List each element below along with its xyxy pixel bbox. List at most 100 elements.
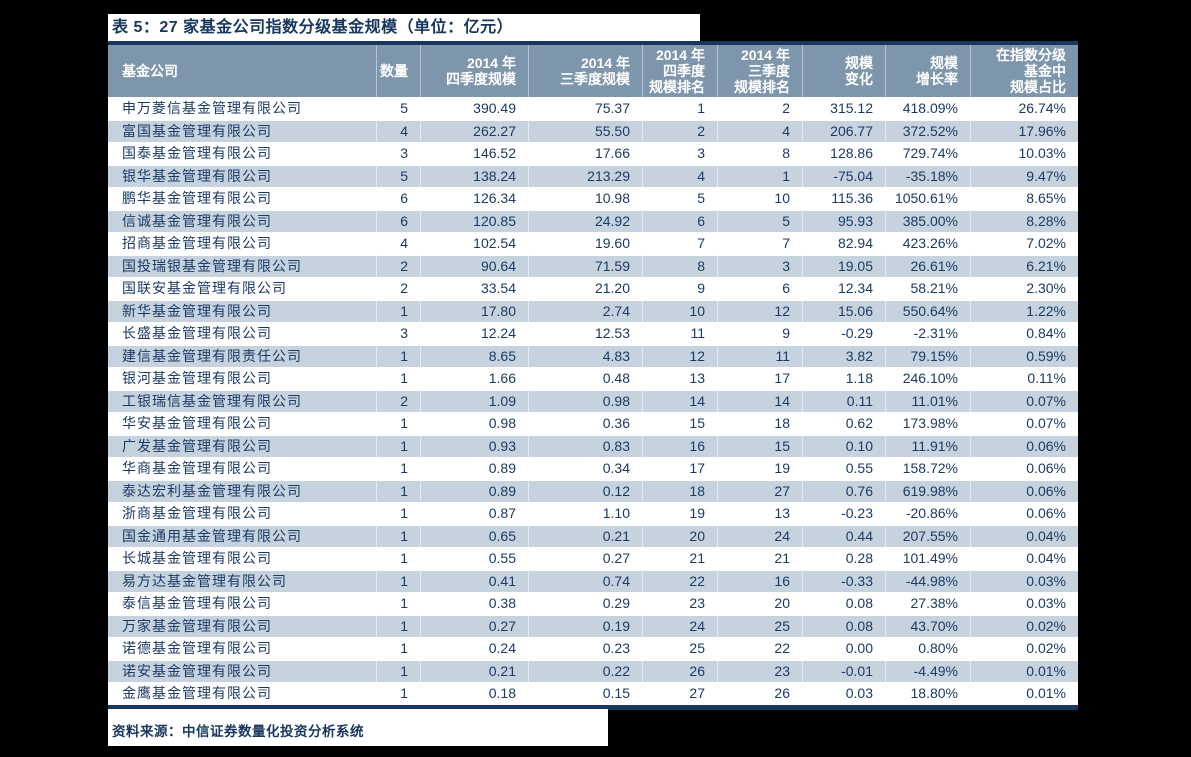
table-row: 华安基金管理有限公司 1 0.98 0.36 15 18 0.62 173.98% 0.07% [108, 412, 1078, 435]
table-row: 国联安基金管理有限公司 2 33.54 21.20 9 6 12.34 58.21% 2.30% [108, 277, 1078, 300]
q4-2014-scale-cell: 0.93 [420, 434, 528, 457]
q3-2014-rank-cell: 21 [717, 547, 802, 570]
scale-growth-cell: 550.64% [885, 299, 970, 322]
table-row: 新华基金管理有限公司 1 17.80 2.74 10 12 15.06 550.64% 1.22… [108, 299, 1078, 322]
index-share-cell: 0.04% [970, 524, 1078, 547]
table-row: 富国基金管理有限公司 4 262.27 55.50 2 4 206.77 372.52% 17.… [108, 119, 1078, 142]
scale-change-cell: 3.82 [802, 344, 885, 367]
scale-change-cell: 82.94 [802, 232, 885, 255]
scale-change-cell: 115.36 [802, 187, 885, 210]
q3-2014-scale-cell: 0.21 [528, 524, 642, 547]
fund-company-cell: 富国基金管理有限公司 [108, 119, 376, 142]
scale-change-cell: 12.34 [802, 277, 885, 300]
q3-2014-scale-cell: 0.12 [528, 479, 642, 502]
q3-2014-scale-cell: 0.34 [528, 457, 642, 480]
q4-2014-scale-cell: 0.21 [420, 659, 528, 682]
fund-count-cell: 1 [376, 569, 420, 592]
q3-2014-scale-cell: 1.10 [528, 502, 642, 525]
q4-2014-rank-cell: 9 [642, 277, 717, 300]
col-header-fund-count: 数量 [376, 45, 420, 97]
fund-company-cell: 泰达宏利基金管理有限公司 [108, 479, 376, 502]
scale-change-cell: 0.55 [802, 457, 885, 480]
q3-2014-rank-cell: 19 [717, 457, 802, 480]
scale-growth-cell: 11.91% [885, 434, 970, 457]
table-row: 银华基金管理有限公司 5 138.24 213.29 4 1 -75.04 -35.18% 9.… [108, 164, 1078, 187]
q3-2014-scale-cell: 0.23 [528, 637, 642, 660]
q3-2014-rank-cell: 12 [717, 299, 802, 322]
q4-2014-rank-cell: 24 [642, 614, 717, 637]
fund-count-cell: 1 [376, 457, 420, 480]
table-header: 基金公司 数量 2014 年 四季度规模 2014 年 三季度规模 2014 年… [108, 45, 1078, 97]
q4-2014-rank-cell: 16 [642, 434, 717, 457]
fund-count-cell: 6 [376, 209, 420, 232]
index-share-cell: 0.06% [970, 502, 1078, 525]
q4-2014-scale-cell: 0.89 [420, 479, 528, 502]
q3-2014-rank-cell: 15 [717, 434, 802, 457]
table-row: 泰信基金管理有限公司 1 0.38 0.29 23 20 0.08 27.38% 0.03% [108, 592, 1078, 615]
scale-change-cell: 0.28 [802, 547, 885, 570]
fund-count-cell: 1 [376, 659, 420, 682]
table-body: 申万菱信基金管理有限公司 5 390.49 75.37 1 2 315.12 418.09% 2… [108, 97, 1078, 705]
fund-count-cell: 4 [376, 232, 420, 255]
fund-count-cell: 2 [376, 389, 420, 412]
table-row: 金鹰基金管理有限公司 1 0.18 0.15 27 26 0.03 18.80% 0.01% [108, 682, 1078, 705]
q4-2014-rank-cell: 11 [642, 322, 717, 345]
q3-2014-rank-cell: 17 [717, 367, 802, 390]
scale-growth-cell: -2.31% [885, 322, 970, 345]
fund-company-cell: 国投瑞银基金管理有限公司 [108, 254, 376, 277]
q4-2014-scale-cell: 262.27 [420, 119, 528, 142]
table-row: 万家基金管理有限公司 1 0.27 0.19 24 25 0.08 43.70% 0.02% [108, 614, 1078, 637]
scale-growth-cell: 173.98% [885, 412, 970, 435]
index-share-cell: 0.11% [970, 367, 1078, 390]
index-share-cell: 0.07% [970, 412, 1078, 435]
index-share-cell: 0.02% [970, 637, 1078, 660]
scale-growth-cell: 1050.61% [885, 187, 970, 210]
q3-2014-rank-cell: 1 [717, 164, 802, 187]
table-row: 浙商基金管理有限公司 1 0.87 1.10 19 13 -0.23 -20.86% 0.06% [108, 502, 1078, 525]
q4-2014-rank-cell: 17 [642, 457, 717, 480]
col-header-index-share: 在指数分级 基金中 规模占比 [970, 45, 1078, 97]
q3-2014-rank-cell: 3 [717, 254, 802, 277]
index-share-cell: 0.06% [970, 479, 1078, 502]
q4-2014-rank-cell: 7 [642, 232, 717, 255]
q3-2014-rank-cell: 11 [717, 344, 802, 367]
fund-count-cell: 5 [376, 164, 420, 187]
q3-2014-scale-cell: 10.98 [528, 187, 642, 210]
q3-2014-rank-cell: 20 [717, 592, 802, 615]
q3-2014-rank-cell: 22 [717, 637, 802, 660]
q3-2014-rank-cell: 14 [717, 389, 802, 412]
q4-2014-rank-cell: 20 [642, 524, 717, 547]
q3-2014-scale-cell: 213.29 [528, 164, 642, 187]
fund-company-cell: 国金通用基金管理有限公司 [108, 524, 376, 547]
q4-2014-scale-cell: 0.87 [420, 502, 528, 525]
fund-company-cell: 国联安基金管理有限公司 [108, 277, 376, 300]
scale-growth-cell: 372.52% [885, 119, 970, 142]
table-row: 招商基金管理有限公司 4 102.54 19.60 7 7 82.94 423.26% 7.02… [108, 232, 1078, 255]
q4-2014-scale-cell: 120.85 [420, 209, 528, 232]
fund-company-cell: 建信基金管理有限责任公司 [108, 344, 376, 367]
q3-2014-scale-cell: 71.59 [528, 254, 642, 277]
col-header-fund-company: 基金公司 [108, 45, 376, 97]
index-share-cell: 6.21% [970, 254, 1078, 277]
q4-2014-rank-cell: 2 [642, 119, 717, 142]
fund-company-cell: 工银瑞信基金管理有限公司 [108, 389, 376, 412]
q3-2014-scale-cell: 2.74 [528, 299, 642, 322]
fund-count-cell: 1 [376, 524, 420, 547]
source-note: 资料来源：中信证券数量化投资分析系统 [112, 724, 364, 739]
q3-2014-scale-cell: 0.15 [528, 682, 642, 705]
fund-company-cell: 信诚基金管理有限公司 [108, 209, 376, 232]
scale-growth-cell: 58.21% [885, 277, 970, 300]
index-share-cell: 0.01% [970, 659, 1078, 682]
index-share-cell: 0.03% [970, 592, 1078, 615]
scale-change-cell: 0.00 [802, 637, 885, 660]
scale-change-cell: 0.08 [802, 592, 885, 615]
table-header-row: 基金公司 数量 2014 年 四季度规模 2014 年 三季度规模 2014 年… [108, 45, 1078, 97]
scale-growth-cell: 385.00% [885, 209, 970, 232]
q4-2014-scale-cell: 126.34 [420, 187, 528, 210]
scale-change-cell: 206.77 [802, 119, 885, 142]
table-row: 广发基金管理有限公司 1 0.93 0.83 16 15 0.10 11.91% 0.06% [108, 434, 1078, 457]
table-row: 银河基金管理有限公司 1 1.66 0.48 13 17 1.18 246.10% 0.11% [108, 367, 1078, 390]
index-share-cell: 17.96% [970, 119, 1078, 142]
scale-growth-cell: 729.74% [885, 142, 970, 165]
index-share-cell: 8.28% [970, 209, 1078, 232]
